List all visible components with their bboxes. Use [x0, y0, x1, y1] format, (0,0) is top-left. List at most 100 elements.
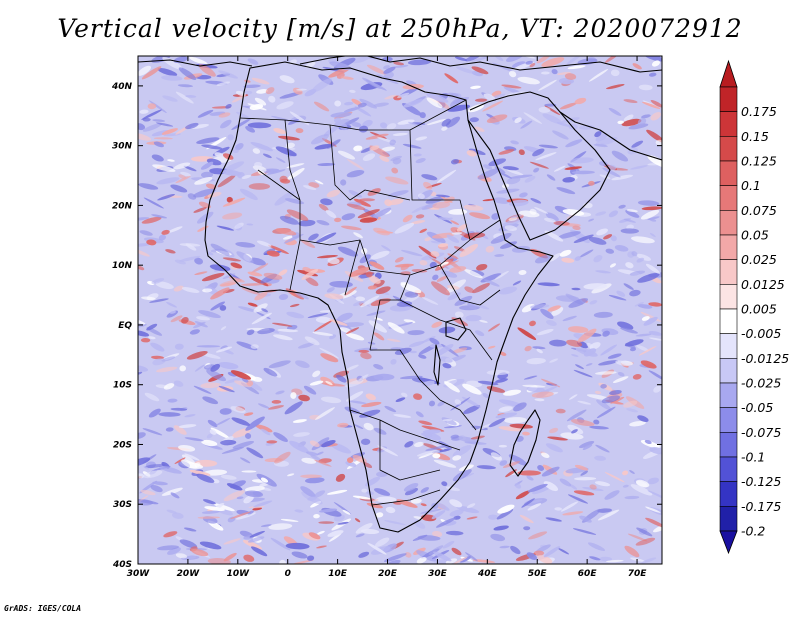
field-streak	[472, 559, 496, 563]
field-streak	[573, 369, 593, 378]
field-streak	[561, 257, 575, 263]
field-streak	[514, 482, 522, 489]
field-streak	[571, 354, 579, 357]
field-streak	[167, 398, 178, 403]
field-streak	[141, 216, 162, 224]
field-streak	[384, 520, 406, 526]
field-streak	[256, 89, 269, 94]
colorbar-label: 0.125	[741, 154, 777, 169]
field-streak	[305, 477, 325, 484]
field-streak	[465, 314, 482, 322]
field-streak	[536, 56, 550, 64]
lat-tick-label: 20N	[112, 201, 133, 211]
field-streak	[343, 106, 361, 113]
field-streak	[572, 225, 581, 231]
field-streak	[138, 319, 146, 325]
arabian-peninsula-coastline	[467, 91, 611, 241]
field-streak	[276, 101, 294, 110]
field-streak	[277, 135, 300, 141]
field-streak	[206, 369, 227, 382]
field-streak	[476, 465, 496, 470]
field-streak	[345, 461, 357, 467]
field-streak	[551, 69, 558, 75]
field-streak	[541, 466, 560, 477]
field-streak	[524, 175, 536, 183]
field-streak	[379, 155, 390, 163]
field-streak	[273, 128, 287, 134]
field-streak	[471, 66, 489, 75]
field-streak	[220, 282, 237, 287]
field-streak	[185, 94, 197, 98]
field-streak	[394, 222, 415, 234]
field-streak	[353, 424, 364, 430]
field-streak	[555, 295, 580, 302]
colorbar-swatch	[719, 185, 738, 211]
field-streak	[384, 405, 397, 413]
field-streak	[575, 347, 598, 357]
field-streak	[194, 271, 208, 276]
field-streak	[373, 280, 385, 288]
field-streak	[219, 408, 232, 415]
field-streak	[582, 444, 593, 450]
field-streak	[421, 514, 437, 522]
field-streak	[305, 277, 319, 287]
lon-tick-label: 70E	[628, 569, 648, 579]
field-streak	[216, 225, 235, 231]
field-streak	[486, 114, 508, 124]
field-streak	[355, 523, 373, 534]
field-streak	[290, 392, 297, 399]
field-streak	[624, 339, 644, 347]
field-streak	[647, 490, 662, 501]
field-streak	[631, 140, 644, 148]
field-streak	[437, 217, 451, 221]
field-streak	[193, 188, 216, 198]
africa-coastline	[204, 61, 554, 533]
field-streak	[415, 411, 424, 418]
field-streak	[643, 316, 658, 326]
field-streak	[273, 334, 293, 341]
field-streak	[634, 302, 644, 307]
field-streak	[575, 364, 584, 370]
field-streak	[308, 233, 319, 241]
field-streak	[202, 499, 216, 505]
field-streak	[334, 100, 342, 107]
colorbar-swatch	[719, 284, 738, 310]
field-streak	[275, 146, 297, 157]
field-streak	[615, 360, 632, 366]
field-streak	[173, 285, 184, 292]
colorbar-top-arrow	[719, 59, 738, 88]
field-streak	[393, 64, 409, 68]
field-streak	[577, 400, 592, 405]
country-borders	[239, 99, 501, 506]
field-streak	[556, 187, 576, 195]
field-streak	[623, 400, 638, 408]
field-streak	[432, 232, 455, 239]
field-streak	[354, 518, 361, 523]
field-streak	[401, 249, 423, 257]
field-streak	[216, 81, 231, 86]
field-streak	[537, 282, 560, 287]
field-streak	[612, 376, 629, 383]
field-streak	[341, 225, 362, 231]
field-streak	[324, 293, 344, 300]
field-streak	[148, 408, 161, 418]
field-streak	[385, 506, 396, 514]
field-streak	[138, 457, 151, 467]
field-streak	[557, 71, 571, 75]
field-streak	[419, 228, 428, 234]
field-streak	[629, 289, 641, 297]
field-streak	[270, 537, 291, 551]
field-streak	[596, 399, 612, 411]
field-streak	[141, 296, 156, 301]
field-streak	[649, 232, 656, 238]
field-streak	[148, 336, 156, 340]
colorbar-label: -0.075	[741, 425, 781, 440]
field-streak	[635, 333, 652, 337]
field-streak	[595, 133, 608, 142]
field-streak	[311, 78, 333, 93]
field-streak	[558, 231, 581, 239]
field-streak	[416, 450, 441, 457]
field-streak	[452, 347, 468, 354]
field-streak	[161, 356, 176, 362]
field-streak	[530, 198, 542, 204]
